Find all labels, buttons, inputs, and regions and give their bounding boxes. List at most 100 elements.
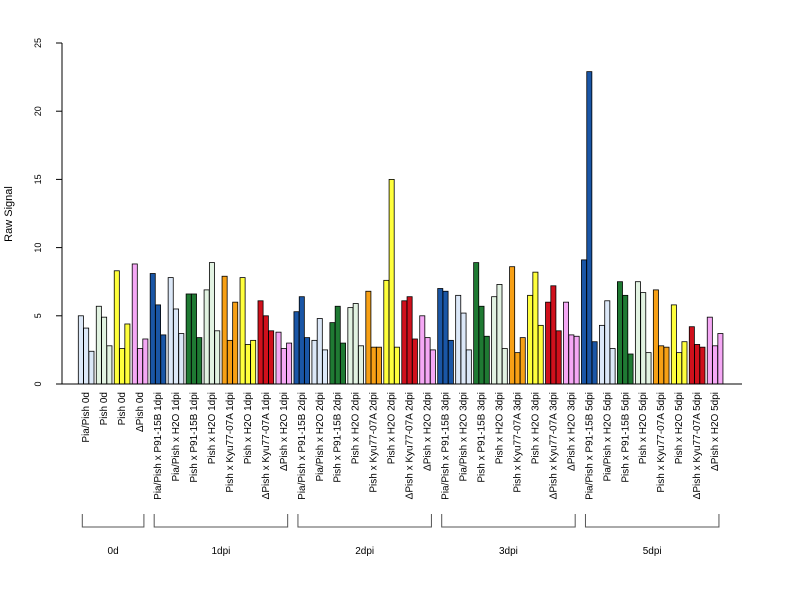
bar [622,294,629,385]
y-tick-label: 10 [33,243,43,253]
bar [257,300,264,385]
x-tick-label: Pia/Pish x H2O 5dpi [602,392,613,482]
x-tick-label: Pish x P91-15B 2dpi [333,392,344,483]
group-bracket [297,514,432,528]
bar [250,339,257,385]
bar [334,305,341,385]
bar [322,349,329,385]
bar [113,270,120,385]
x-tick-labels: Pia/Pish 0d Pish 0d Pish 0d ΔPish 0d Pia/Pis… [81,392,721,500]
y-tick-label: 25 [33,38,43,48]
bar [437,288,444,385]
bar [149,273,156,385]
bar [473,262,480,385]
y-axis-label: Raw Signal [3,186,15,242]
bar [460,312,467,385]
bar [393,346,400,385]
group-label: 1dpi [211,546,230,557]
x-tick-label: Pish 0d [117,392,128,425]
bar [203,289,210,385]
bar [293,311,300,385]
bar [442,290,449,385]
bar [244,344,251,385]
bar [173,308,179,385]
bar [537,324,544,385]
group-label: 0d [108,546,119,557]
bar [131,263,138,385]
bar [591,341,598,385]
bar [239,277,246,385]
bar [717,333,724,385]
bar [329,322,336,385]
bar [550,285,557,385]
bar [604,300,611,385]
bar [160,334,167,385]
group-bracket [441,514,576,528]
bar [670,304,677,385]
bar [514,352,521,385]
bar [214,330,221,385]
bar [545,301,552,385]
x-tick-label: ΔPish x Kyu77-07A 1dpi [261,392,272,499]
y-tick-label: 20 [33,106,43,116]
bar [275,331,282,385]
bar [311,339,318,385]
bar [634,281,641,385]
x-tick-label: Pish x P91-15B 1dpi [189,392,200,483]
x-tick-label: Pish x Kyu77-07A 2dpi [369,392,380,493]
bar [429,349,436,385]
bar [617,281,623,385]
bar [663,346,670,385]
x-tick-label: ΔPish x H2O 1dpi [279,392,290,471]
bar [586,71,593,385]
x-tick-label: Pish x Kyu77-07A 1dpi [225,392,236,493]
group-label: 3dpi [499,546,518,557]
bar [694,344,701,385]
bar [478,305,485,385]
bar [519,337,526,385]
x-tick-label: ΔPish x Kyu77-07A 3dpi [548,392,559,499]
x-tick-label: Pish x Kyu77-07A 3dpi [512,392,523,493]
bar [352,303,359,385]
bar [95,305,102,385]
bar [340,342,346,385]
group-bracket [81,514,145,528]
bar [609,348,616,385]
group-label: 5dpi [643,546,662,557]
bar [509,266,516,385]
bars [77,71,724,385]
bar [365,290,372,385]
y-axis: 0 5 10 15 20 25 [33,38,63,387]
bar [83,327,90,385]
bar [501,348,508,385]
bar [419,315,426,385]
bar [221,275,228,385]
bar [119,348,126,385]
bar [688,326,695,385]
y-tick-label: 0 [33,381,43,386]
bar [268,330,275,385]
bar [88,350,95,385]
bar [532,271,539,385]
bar [568,334,575,385]
bar [298,296,305,385]
bar [555,330,562,385]
group-label: 2dpi [355,546,374,557]
bar [640,292,647,385]
x-tick-label: Pia/Pish x P91-15B 1dpi [153,392,164,500]
x-tick-label: Pish x H2O 5dpi [638,392,649,464]
bar [411,338,418,385]
bar [208,262,215,385]
bar [101,316,108,385]
bar [358,345,364,385]
bar [232,301,239,385]
x-tick-label: ΔPish x H2O 2dpi [423,392,434,471]
x-tick-label: Pish x H2O 2dpi [387,392,398,464]
y-tick-label: 5 [33,313,43,318]
x-tick-label: Pia/Pish x H2O 3dpi [459,392,470,482]
bar [573,335,580,385]
bar [406,296,413,385]
x-tick-label: Pia/Pish 0d [81,392,92,443]
x-tick-label: Pish 0d [99,392,110,425]
